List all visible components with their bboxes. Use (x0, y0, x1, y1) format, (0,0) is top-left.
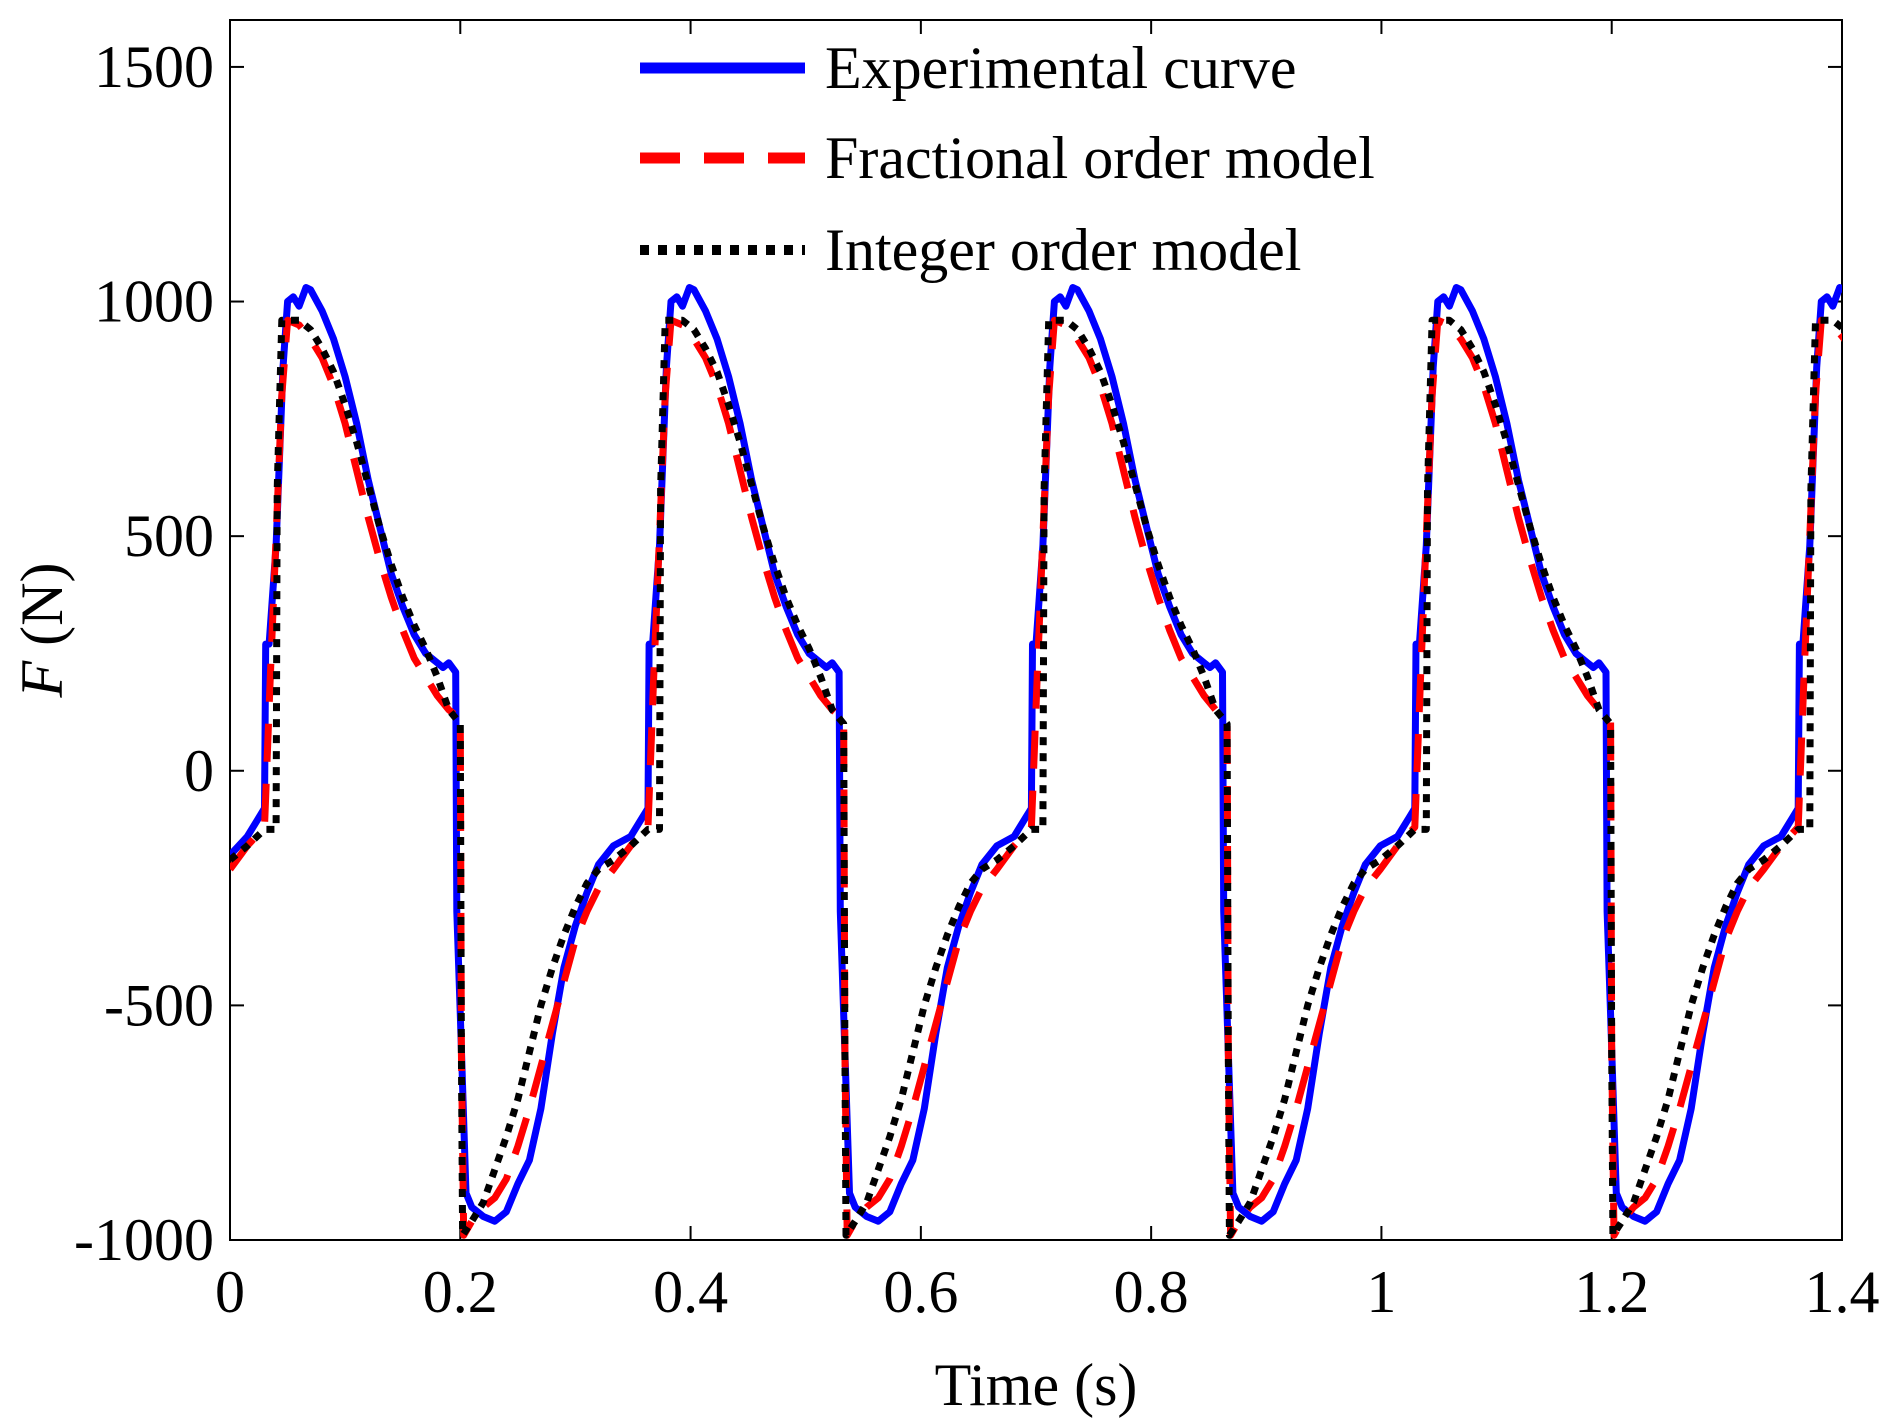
x-tick-label: 0.2 (423, 1259, 498, 1325)
y-axis-label-symbol: F (9, 659, 75, 698)
legend: Experimental curve Fractional order mode… (640, 35, 1375, 283)
legend-label-experimental: Experimental curve (825, 35, 1296, 101)
x-axis-label: Time (s) (935, 1352, 1138, 1418)
x-tick-label: 0 (215, 1259, 245, 1325)
y-tick-label: -1000 (74, 1207, 214, 1273)
x-tick-label: 1.4 (1805, 1259, 1880, 1325)
y-tick-label: 0 (184, 738, 214, 804)
y-tick-label: 500 (124, 503, 214, 569)
y-tick-label: 1000 (94, 269, 214, 335)
x-axis-tick-labels: 0 0.2 0.4 0.6 0.8 1 1.2 1.4 (215, 1259, 1880, 1325)
svg-text:F (N): F (N) (9, 563, 75, 699)
x-tick-label: 1 (1366, 1259, 1396, 1325)
x-tick-label: 0.8 (1114, 1259, 1189, 1325)
legend-label-integer: Integer order model (825, 217, 1301, 283)
x-tick-label: 0.6 (883, 1259, 958, 1325)
y-axis-label-unit: (N) (9, 563, 75, 646)
y-tick-label: 1500 (94, 34, 214, 100)
y-tick-label: -500 (104, 972, 214, 1038)
series-line-integer-order-model (230, 316, 1842, 1239)
series-group (230, 284, 1842, 1239)
legend-label-fractional: Fractional order model (825, 125, 1375, 191)
x-tick-label: 0.4 (653, 1259, 728, 1325)
y-axis-label: F (N) (9, 563, 75, 699)
x-tick-label: 1.2 (1574, 1259, 1649, 1325)
y-axis-tick-labels: -1000 -500 0 500 1000 1500 (74, 34, 214, 1273)
